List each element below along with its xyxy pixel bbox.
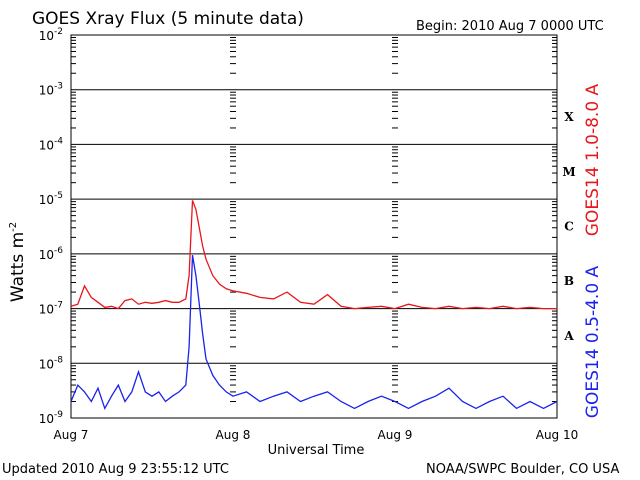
flare-class-label: A <box>563 329 574 343</box>
y-tick-exponent: -4 <box>54 136 63 146</box>
y-tick-base: 10 <box>39 138 54 152</box>
y-tick-exponent: -5 <box>54 191 63 201</box>
flare-class-label: M <box>562 165 575 179</box>
y-tick-base: 10 <box>39 412 54 426</box>
flare-class-label: B <box>564 274 574 288</box>
y-axis-label-group: Watts m-2 <box>8 222 28 302</box>
x-tick-label: Aug 9 <box>378 428 413 442</box>
legend-series-1-group: GOES14 1.0-8.0 A <box>583 83 603 236</box>
y-tick-exponent: -8 <box>54 355 63 365</box>
minor-ticks <box>71 37 557 403</box>
y-tick-label: 10-4 <box>39 136 64 152</box>
data-series <box>70 200 558 411</box>
y-axis-label-text: Watts m <box>8 232 28 302</box>
y-tick-labels: 10-210-310-410-510-610-710-810-9 <box>39 27 64 426</box>
y-tick-label: 10-3 <box>39 82 63 98</box>
x-tick-labels: Aug 7 Aug 8 Aug 9 Aug 10 <box>54 428 579 442</box>
y-tick-label: 10-5 <box>39 191 63 207</box>
source-credit: NOAA/SWPC Boulder, CO USA <box>426 462 619 477</box>
y-tick-base: 10 <box>39 29 54 43</box>
series-line-long-wavelength <box>70 200 557 310</box>
flare-class-labels: X M C B A <box>562 110 575 343</box>
flare-class-label: X <box>564 110 574 124</box>
y-tick-exponent: -2 <box>54 27 63 37</box>
y-tick-exponent: -6 <box>54 246 63 256</box>
y-tick-exponent: -9 <box>54 410 63 420</box>
legend-series-1: GOES14 1.0-8.0 A <box>583 83 603 236</box>
updated-timestamp: Updated 2010 Aug 9 23:55:12 UTC <box>2 462 229 477</box>
y-axis-label: Watts m-2 <box>8 222 28 302</box>
x-axis-label: Universal Time <box>268 443 365 458</box>
legend-series-2: GOES14 0.5-4.0 A <box>583 265 603 418</box>
series-line-short-wavelength <box>70 254 558 411</box>
y-tick-label: 10-9 <box>39 410 64 426</box>
y-tick-base: 10 <box>39 248 54 262</box>
y-axis-label-exponent: -2 <box>8 222 19 232</box>
y-tick-base: 10 <box>39 193 54 207</box>
x-tick-label: Aug 7 <box>54 428 89 442</box>
y-tick-label: 10-6 <box>39 246 64 262</box>
y-tick-base: 10 <box>39 357 54 371</box>
gridlines <box>71 34 557 419</box>
begin-label: Begin: 2010 Aug 7 0000 UTC <box>416 19 604 34</box>
legend-series-2-group: GOES14 0.5-4.0 A <box>583 265 603 418</box>
y-tick-exponent: -7 <box>54 301 63 311</box>
y-tick-exponent: -3 <box>54 82 63 92</box>
chart-title: GOES Xray Flux (5 minute data) <box>32 9 304 29</box>
plot-frame <box>70 34 558 419</box>
day-divider-marks <box>230 37 398 403</box>
x-tick-label: Aug 10 <box>536 428 579 442</box>
y-tick-label: 10-2 <box>39 27 63 43</box>
y-tick-label: 10-7 <box>39 301 63 317</box>
x-tick-label: Aug 8 <box>216 428 251 442</box>
y-tick-base: 10 <box>39 84 54 98</box>
y-tick-base: 10 <box>39 303 54 317</box>
y-tick-label: 10-8 <box>39 355 64 371</box>
flare-class-label: C <box>564 220 574 234</box>
